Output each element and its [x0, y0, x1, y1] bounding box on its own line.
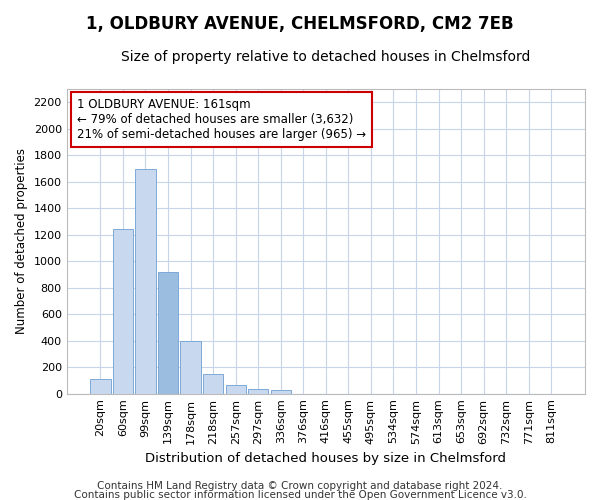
- Y-axis label: Number of detached properties: Number of detached properties: [15, 148, 28, 334]
- Bar: [248, 388, 268, 394]
- Bar: [113, 228, 133, 394]
- Bar: [203, 374, 223, 394]
- Bar: [158, 272, 178, 394]
- Bar: [136, 169, 155, 394]
- Title: Size of property relative to detached houses in Chelmsford: Size of property relative to detached ho…: [121, 50, 530, 64]
- Bar: [271, 390, 291, 394]
- Text: Contains HM Land Registry data © Crown copyright and database right 2024.: Contains HM Land Registry data © Crown c…: [97, 481, 503, 491]
- Text: 1 OLDBURY AVENUE: 161sqm
← 79% of detached houses are smaller (3,632)
21% of sem: 1 OLDBURY AVENUE: 161sqm ← 79% of detach…: [77, 98, 366, 141]
- Bar: [181, 340, 201, 394]
- X-axis label: Distribution of detached houses by size in Chelmsford: Distribution of detached houses by size …: [145, 452, 506, 465]
- Bar: [90, 379, 110, 394]
- Text: 1, OLDBURY AVENUE, CHELMSFORD, CM2 7EB: 1, OLDBURY AVENUE, CHELMSFORD, CM2 7EB: [86, 15, 514, 33]
- Text: Contains public sector information licensed under the Open Government Licence v3: Contains public sector information licen…: [74, 490, 526, 500]
- Bar: [226, 385, 246, 394]
